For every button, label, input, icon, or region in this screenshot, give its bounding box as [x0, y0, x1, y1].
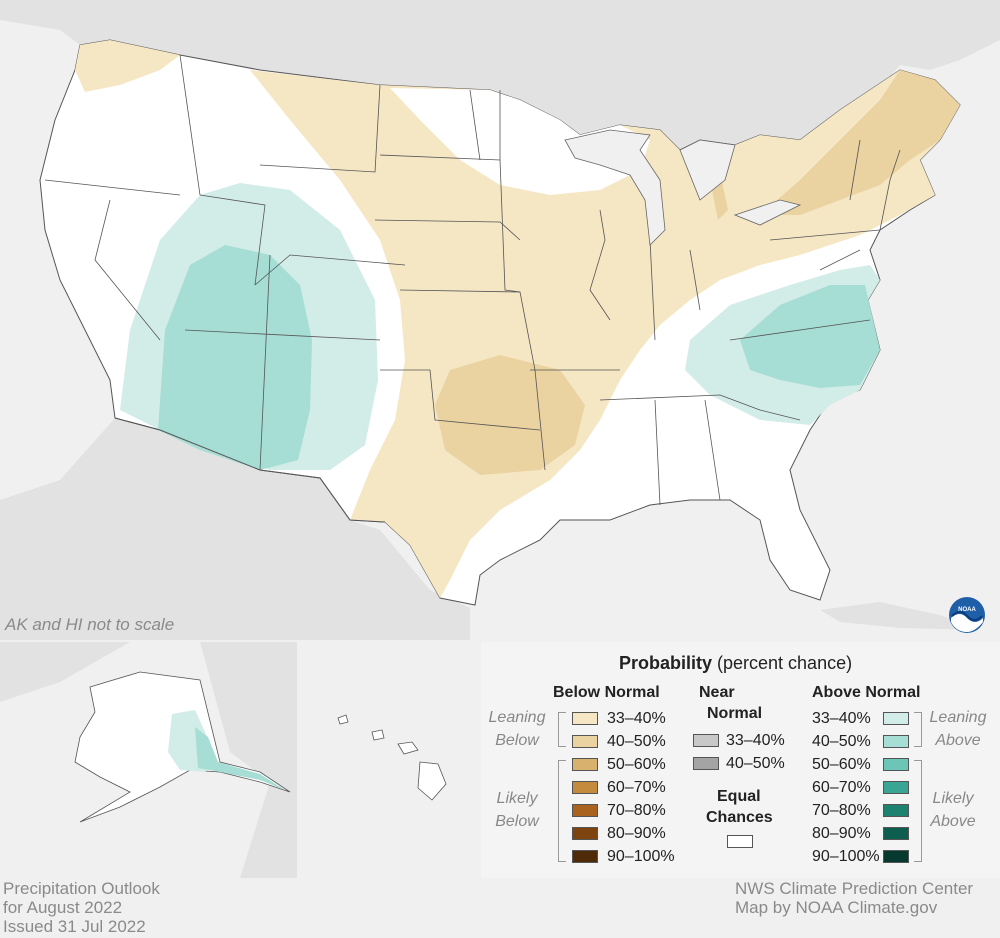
alaska-above-40-50	[195, 727, 285, 790]
equal-chances-north-central	[390, 88, 650, 195]
below-normal-swatch-5	[572, 827, 598, 840]
credit-cpc: NWS Climate Prediction Center	[735, 879, 974, 898]
above-normal-label-4: 70–80%	[812, 802, 871, 819]
alaska-map	[0, 642, 297, 878]
outlook-title-block: Precipitation Outlook for August 2022 Is…	[3, 879, 160, 936]
near-normal-header-2: Normal	[707, 705, 763, 722]
hawaii-inset	[300, 642, 478, 878]
below-normal-swatch-1	[572, 735, 598, 748]
below-normal-label-1: 40–50%	[607, 733, 666, 750]
likely-below-bracket	[558, 760, 566, 862]
kauai-island	[337, 714, 349, 725]
svg-text:NOAA: NOAA	[958, 607, 976, 613]
big-island	[417, 761, 447, 801]
above-normal-40-50-southwest	[158, 245, 312, 470]
above-normal-label-2: 50–60%	[812, 756, 871, 773]
issue-date: Issued 31 Jul 2022	[3, 917, 146, 936]
likely-below-label: Likely Below	[495, 790, 539, 830]
legend: Probability (percent chance) Below Norma…	[481, 642, 1000, 878]
below-normal-swatch-3	[572, 781, 598, 794]
leaning-above-bracket	[914, 712, 922, 747]
above-normal-label-5: 80–90%	[812, 825, 871, 842]
above-normal-label-1: 40–50%	[812, 733, 871, 750]
likely-above-bracket	[914, 760, 922, 862]
great-lakes	[564, 129, 802, 246]
alaska-inset	[0, 642, 297, 878]
outlook-title: Precipitation Outlook	[3, 879, 160, 898]
maui-island	[397, 741, 419, 755]
below-normal-label-2: 50–60%	[607, 756, 666, 773]
below-normal-swatch-4	[572, 804, 598, 817]
us-mexico-border	[114, 417, 386, 523]
near-normal-swatch-33-40	[693, 734, 719, 747]
below-normal-swatch-2	[572, 758, 598, 771]
above-normal-swatch-2	[883, 758, 909, 771]
below-normal-40-50-michigan	[712, 182, 728, 220]
above-normal-swatch-5	[883, 827, 909, 840]
near-normal-label-40-50: 40–50%	[726, 755, 785, 772]
near-normal-swatch-40-50	[693, 757, 719, 770]
below-normal-label-0: 33–40%	[607, 710, 666, 727]
cuba-land	[820, 602, 980, 630]
conus-map	[0, 0, 1000, 640]
above-normal-swatch-4	[883, 804, 909, 817]
above-normal-label-6: 90–100%	[812, 848, 880, 865]
likely-above-label: Likely Above	[930, 790, 976, 830]
above-normal-label-3: 60–70%	[812, 779, 871, 796]
below-normal-label-6: 90–100%	[607, 848, 675, 865]
washington-below-region	[75, 40, 180, 92]
outlook-period: for August 2022	[3, 898, 123, 917]
mexico-land	[0, 418, 470, 640]
equal-chances-header-1: Equal	[717, 788, 761, 805]
below-normal-label-4: 70–80%	[607, 802, 666, 819]
below-normal-label-3: 60–70%	[607, 779, 666, 796]
scale-note: AK and HI not to scale	[5, 615, 175, 634]
above-normal-swatch-6	[883, 850, 909, 863]
state-borders	[44, 54, 901, 506]
oahu-island	[371, 729, 385, 741]
above-normal-40-50-southeast	[740, 285, 880, 388]
above-normal-label-0: 33–40%	[812, 710, 871, 727]
credit-climate-gov: Map by NOAA Climate.gov	[735, 898, 938, 917]
equal-chances-swatch	[727, 835, 753, 848]
below-normal-label-5: 80–90%	[607, 825, 666, 842]
below-normal-swatch-0	[572, 712, 598, 725]
equal-chances-header-2: Chances	[706, 809, 773, 826]
hawaii-map	[300, 642, 478, 878]
below-normal-header: Below Normal	[553, 684, 660, 701]
legend-title: Probability (percent chance)	[619, 653, 853, 673]
leaning-below-bracket	[558, 712, 566, 747]
noaa-logo: NOAA	[949, 597, 985, 633]
leaning-above-label: Leaning Above	[929, 709, 987, 749]
below-normal-40-50-oklahoma	[435, 355, 585, 475]
above-normal-swatch-1	[883, 735, 909, 748]
leaning-below-label: Leaning Below	[488, 709, 546, 749]
below-normal-40-50-northeast	[760, 70, 960, 215]
near-normal-label-33-40: 33–40%	[726, 732, 785, 749]
below-normal-swatch-6	[572, 850, 598, 863]
above-normal-swatch-3	[883, 781, 909, 794]
near-normal-header-1: Near	[699, 684, 735, 701]
above-normal-swatch-0	[883, 712, 909, 725]
above-normal-header: Above Normal	[812, 684, 921, 701]
credits-block: NWS Climate Prediction Center Map by NOA…	[735, 879, 973, 917]
